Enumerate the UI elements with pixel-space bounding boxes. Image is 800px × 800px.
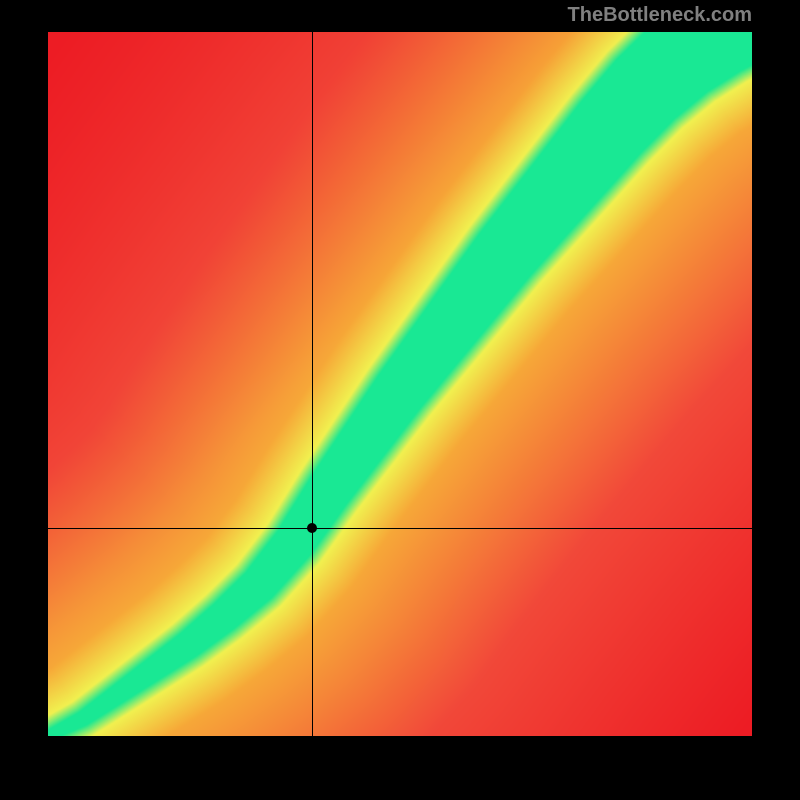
- attribution-text: TheBottleneck.com: [568, 4, 752, 27]
- crosshair-marker: [307, 523, 317, 533]
- bottleneck-heatmap: [48, 32, 752, 736]
- crosshair-horizontal: [48, 528, 752, 529]
- crosshair-vertical: [312, 32, 313, 736]
- heatmap-canvas: [48, 32, 752, 736]
